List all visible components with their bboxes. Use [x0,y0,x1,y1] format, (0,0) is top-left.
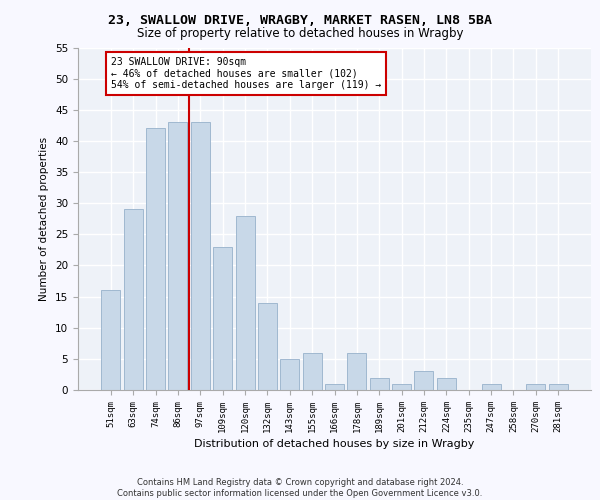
Bar [548,384,568,390]
Bar [191,122,210,390]
Bar [101,290,121,390]
Bar [325,384,344,390]
Bar [482,384,500,390]
Bar [437,378,456,390]
Bar [124,210,143,390]
Bar [236,216,254,390]
Bar [347,352,367,390]
Bar [392,384,411,390]
Bar [146,128,165,390]
Bar [370,378,389,390]
Bar [302,352,322,390]
Y-axis label: Number of detached properties: Number of detached properties [40,136,49,301]
Bar [213,247,232,390]
Bar [526,384,545,390]
Bar [280,359,299,390]
Bar [415,372,433,390]
X-axis label: Distribution of detached houses by size in Wragby: Distribution of detached houses by size … [194,439,475,449]
Text: Size of property relative to detached houses in Wragby: Size of property relative to detached ho… [137,28,463,40]
Text: Contains HM Land Registry data © Crown copyright and database right 2024.
Contai: Contains HM Land Registry data © Crown c… [118,478,482,498]
Text: 23 SWALLOW DRIVE: 90sqm
← 46% of detached houses are smaller (102)
54% of semi-d: 23 SWALLOW DRIVE: 90sqm ← 46% of detache… [111,57,382,90]
Text: 23, SWALLOW DRIVE, WRAGBY, MARKET RASEN, LN8 5BA: 23, SWALLOW DRIVE, WRAGBY, MARKET RASEN,… [108,14,492,27]
Bar [258,303,277,390]
Bar [169,122,187,390]
